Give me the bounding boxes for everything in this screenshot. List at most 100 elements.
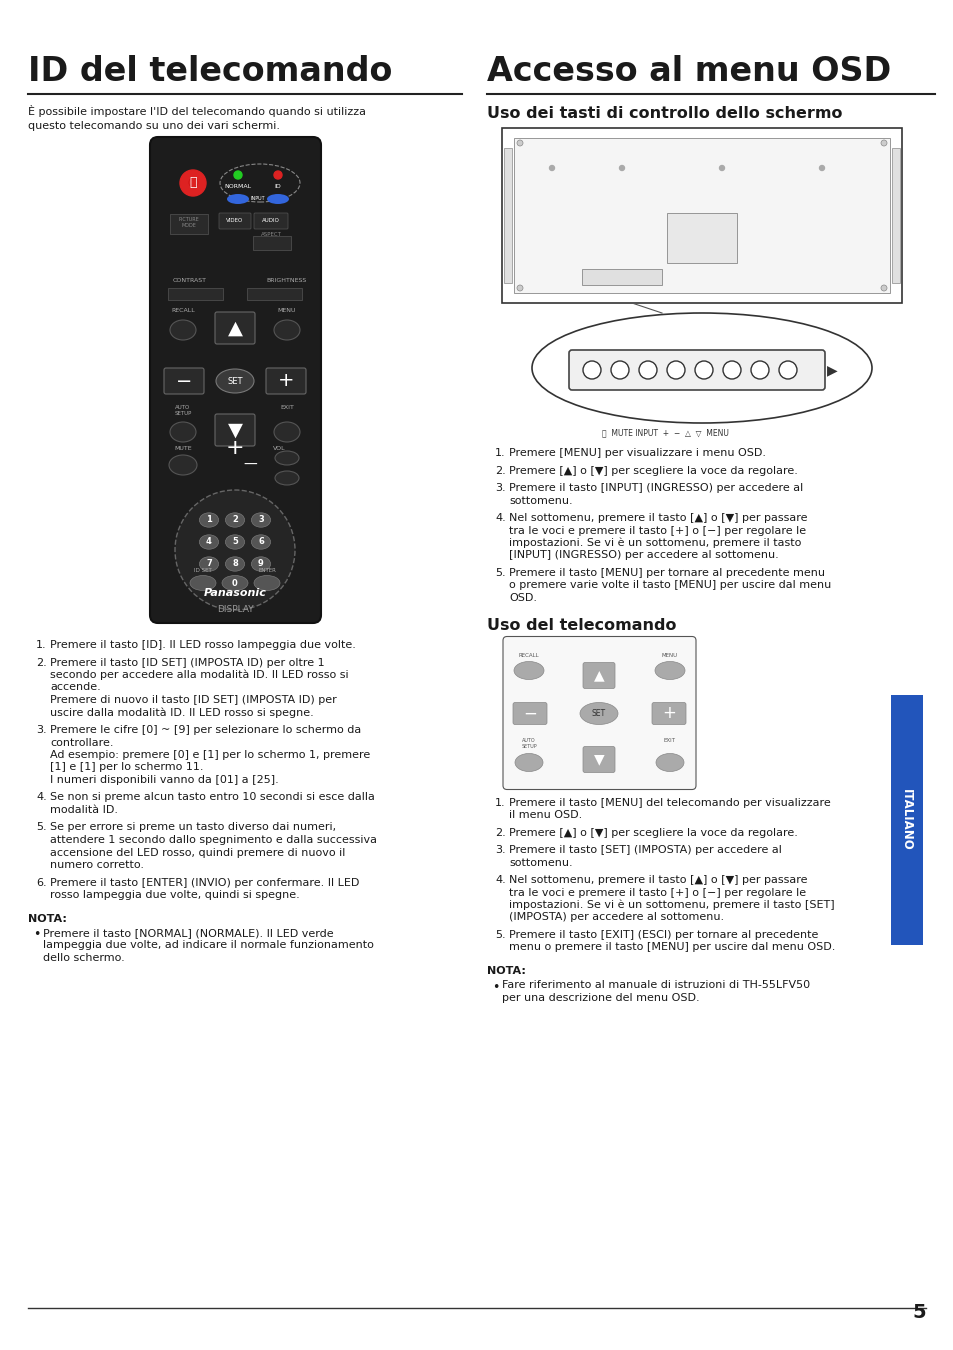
Text: +: + xyxy=(277,371,294,390)
Text: Premere il tasto [ID SET] (IMPOSTA ID) per oltre 1: Premere il tasto [ID SET] (IMPOSTA ID) p… xyxy=(50,657,324,667)
Text: ▼: ▼ xyxy=(593,752,603,767)
Text: −: − xyxy=(522,705,537,722)
Circle shape xyxy=(610,360,628,379)
Text: 5: 5 xyxy=(232,537,237,547)
Text: accensione del LED rosso, quindi premere di nuovo il: accensione del LED rosso, quindi premere… xyxy=(50,848,345,857)
Circle shape xyxy=(719,166,723,170)
Circle shape xyxy=(750,360,768,379)
Text: NORMAL: NORMAL xyxy=(224,184,252,189)
Text: Premere il tasto [MENU] del telecomando per visualizzare: Premere il tasto [MENU] del telecomando … xyxy=(509,798,830,807)
Circle shape xyxy=(666,360,684,379)
Text: [INPUT] (INGRESSO) per accedere al sottomenu.: [INPUT] (INGRESSO) per accedere al sotto… xyxy=(509,551,778,560)
Ellipse shape xyxy=(215,369,253,393)
Text: MUTE: MUTE xyxy=(174,446,192,451)
Text: È possibile impostare l'ID del telecomando quando si utilizza
questo telecomando: È possibile impostare l'ID del telecoman… xyxy=(28,105,366,131)
Ellipse shape xyxy=(170,423,195,441)
FancyBboxPatch shape xyxy=(214,312,254,344)
Text: 3.: 3. xyxy=(495,845,505,855)
Ellipse shape xyxy=(225,556,244,571)
Text: 6: 6 xyxy=(258,537,264,547)
Text: 0: 0 xyxy=(232,579,237,587)
Ellipse shape xyxy=(199,556,218,571)
Text: Uso dei tasti di controllo dello schermo: Uso dei tasti di controllo dello schermo xyxy=(486,107,841,122)
Ellipse shape xyxy=(274,320,299,340)
Text: ▲: ▲ xyxy=(227,319,242,338)
Text: •: • xyxy=(33,927,40,941)
Circle shape xyxy=(880,140,886,146)
Text: il menu OSD.: il menu OSD. xyxy=(509,810,581,819)
Ellipse shape xyxy=(532,313,871,423)
Ellipse shape xyxy=(252,556,271,571)
Text: BRIGHTNESS: BRIGHTNESS xyxy=(267,278,307,282)
Ellipse shape xyxy=(190,575,215,590)
Text: RECALL: RECALL xyxy=(518,653,538,657)
Text: rosso lampeggia due volte, quindi si spegne.: rosso lampeggia due volte, quindi si spe… xyxy=(50,890,299,900)
Text: MENU: MENU xyxy=(277,308,296,312)
Text: •: • xyxy=(492,980,498,994)
Text: PICTURE
MODE: PICTURE MODE xyxy=(178,217,199,228)
Text: sottomenu.: sottomenu. xyxy=(509,495,572,505)
Circle shape xyxy=(274,171,282,180)
Text: 5.: 5. xyxy=(495,568,505,578)
Text: VIDEO: VIDEO xyxy=(226,219,243,224)
Text: Premere il tasto [ID]. Il LED rosso lampeggia due volte.: Premere il tasto [ID]. Il LED rosso lamp… xyxy=(50,640,355,649)
Text: 1.: 1. xyxy=(36,640,47,649)
Bar xyxy=(168,288,223,300)
Text: Accesso al menu OSD: Accesso al menu OSD xyxy=(486,55,890,88)
Ellipse shape xyxy=(267,194,289,204)
Ellipse shape xyxy=(170,320,195,340)
Text: Premere il tasto [NORMAL] (NORMALE). Il LED verde: Premere il tasto [NORMAL] (NORMALE). Il … xyxy=(43,927,334,938)
FancyBboxPatch shape xyxy=(150,136,320,622)
Text: Premere le cifre [0] ~ [9] per selezionare lo schermo da: Premere le cifre [0] ~ [9] per seleziona… xyxy=(50,725,361,734)
Text: ⏻  MUTE INPUT  +  −  △  ▽  MENU: ⏻ MUTE INPUT + − △ ▽ MENU xyxy=(601,428,728,437)
Text: 4.: 4. xyxy=(36,792,47,802)
FancyBboxPatch shape xyxy=(253,213,288,230)
FancyBboxPatch shape xyxy=(582,663,615,688)
Text: ITALIANO: ITALIANO xyxy=(900,790,912,850)
Text: ▼: ▼ xyxy=(227,420,242,440)
Text: Fare riferimento al manuale di istruzioni di TH-55LFV50: Fare riferimento al manuale di istruzion… xyxy=(501,980,809,991)
Circle shape xyxy=(618,166,624,170)
Text: EXIT: EXIT xyxy=(663,738,676,744)
Text: ASPECT: ASPECT xyxy=(260,232,281,238)
Text: ID del telecomando: ID del telecomando xyxy=(28,55,392,88)
Text: 9: 9 xyxy=(258,559,264,568)
Text: AUTO
SETUP: AUTO SETUP xyxy=(520,738,537,749)
Circle shape xyxy=(639,360,657,379)
Text: impostazioni. Se vi è un sottomenu, premere il tasto [SET]: impostazioni. Se vi è un sottomenu, prem… xyxy=(509,900,834,910)
Text: INPUT: INPUT xyxy=(251,197,265,201)
Text: Ad esempio: premere [0] e [1] per lo schermo 1, premere: Ad esempio: premere [0] e [1] per lo sch… xyxy=(50,751,370,760)
Text: Premere di nuovo il tasto [ID SET] (IMPOSTA ID) per: Premere di nuovo il tasto [ID SET] (IMPO… xyxy=(50,695,336,705)
Text: Uso del telecomando: Uso del telecomando xyxy=(486,618,676,633)
FancyBboxPatch shape xyxy=(568,350,824,390)
Ellipse shape xyxy=(274,451,298,464)
Text: numero corretto.: numero corretto. xyxy=(50,860,144,869)
Text: NOTA:: NOTA: xyxy=(28,914,67,923)
Circle shape xyxy=(722,360,740,379)
Ellipse shape xyxy=(515,753,542,771)
Ellipse shape xyxy=(514,662,543,679)
Text: 2.: 2. xyxy=(495,828,505,837)
Text: SET: SET xyxy=(227,377,242,386)
Text: Panasonic: Panasonic xyxy=(203,589,266,598)
Text: lampeggia due volte, ad indicare il normale funzionamento: lampeggia due volte, ad indicare il norm… xyxy=(43,941,374,950)
Circle shape xyxy=(233,171,242,180)
Ellipse shape xyxy=(274,423,299,441)
Text: NOTA:: NOTA: xyxy=(486,967,525,976)
Text: Premere il tasto [SET] (IMPOSTA) per accedere al: Premere il tasto [SET] (IMPOSTA) per acc… xyxy=(509,845,781,855)
Text: o premere varie volte il tasto [MENU] per uscire dal menu: o premere varie volte il tasto [MENU] pe… xyxy=(509,580,830,590)
Text: DISPLAY: DISPLAY xyxy=(216,605,253,613)
Text: 7: 7 xyxy=(206,559,212,568)
Text: Se per errore si preme un tasto diverso dai numeri,: Se per errore si preme un tasto diverso … xyxy=(50,822,335,833)
Circle shape xyxy=(819,166,823,170)
Text: ▲: ▲ xyxy=(593,668,603,683)
Ellipse shape xyxy=(252,513,271,528)
Ellipse shape xyxy=(579,702,618,725)
FancyBboxPatch shape xyxy=(266,369,306,394)
Text: 2: 2 xyxy=(232,516,237,525)
Text: Premere [▲] o [▼] per scegliere la voce da regolare.: Premere [▲] o [▼] per scegliere la voce … xyxy=(509,828,797,837)
Text: 4.: 4. xyxy=(495,875,505,886)
Bar xyxy=(666,213,737,263)
Text: AUTO
SETUP: AUTO SETUP xyxy=(174,405,192,416)
FancyBboxPatch shape xyxy=(214,414,254,446)
